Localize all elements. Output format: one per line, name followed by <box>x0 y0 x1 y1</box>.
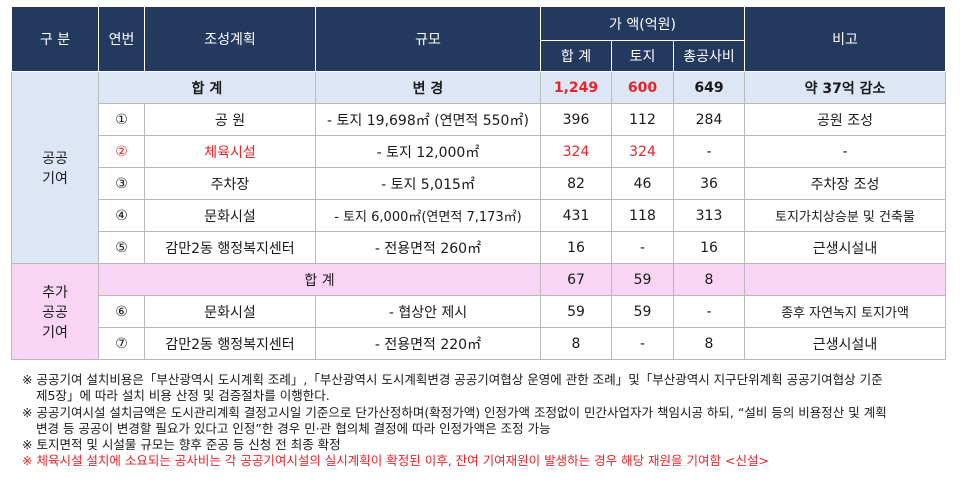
row-plan: 체육시설 <box>144 135 316 168</box>
row-scale: - 전용면적 220㎡ <box>315 327 541 360</box>
section1-total-sum: 1,249 <box>540 71 612 104</box>
section1-total-construction: 649 <box>673 71 745 104</box>
note-1a: ※ 공공기여 설치비용은「부산광역시 도시계획 조례」,「부산광역시 도시계획변… <box>22 372 883 387</box>
table-row: ② 체육시설 - 토지 12,000㎡ 324 324 - - <box>12 135 946 168</box>
table-row: ④ 문화시설 - 토지 6,000㎡(연면적 7,173㎡) 431 118 3… <box>12 199 946 232</box>
section2-total-construction: 8 <box>673 263 745 296</box>
row-no: ⑤ <box>98 231 145 264</box>
header-plan: 조성계획 <box>144 6 316 72</box>
row-scale: - 토지 5,015㎡ <box>315 167 541 200</box>
section1-total-land: 600 <box>611 71 674 104</box>
row-land: 112 <box>611 103 674 136</box>
row-sum: 324 <box>540 135 612 168</box>
row-scale: - 토지 19,698㎡ (연면적 550㎡) <box>315 103 541 136</box>
row-land: 324 <box>611 135 674 168</box>
row-scale: - 협상안 제시 <box>315 295 541 328</box>
header-land: 토지 <box>611 40 674 72</box>
row-plan: 문화시설 <box>144 199 316 232</box>
row-sum: 59 <box>540 295 612 328</box>
section2-total-label: 합 계 <box>98 263 541 296</box>
header-remarks: 비고 <box>744 6 946 72</box>
header-row-1: 구 분 연번 조성계획 규모 가 액(억원) 비고 <box>11 6 946 72</box>
row-plan: 주차장 <box>144 167 316 200</box>
row-remarks: 근생시설내 <box>744 231 946 264</box>
row-sum: 16 <box>540 231 612 264</box>
table-row: ⑦ 감만2동 행정복지센터 - 전용면적 220㎡ 8 - 8 근생시설내 <box>12 327 946 360</box>
row-construction: 284 <box>673 103 745 136</box>
row-remarks: 주차장 조성 <box>744 167 946 200</box>
section1-total-row: 공공 기여 합 계 변 경 1,249 600 649 약 37억 감소 <box>11 71 946 264</box>
section1-total-label: 합 계 <box>98 71 316 104</box>
row-land: 46 <box>611 167 674 200</box>
row-no: ② <box>98 135 145 168</box>
row-land: 118 <box>611 199 674 232</box>
row-sum: 431 <box>540 199 612 232</box>
row-land: 59 <box>611 295 674 328</box>
section2-total-sum: 67 <box>540 263 612 296</box>
row-scale: - 토지 12,000㎡ <box>315 135 541 168</box>
row-remarks: 공원 조성 <box>744 103 946 136</box>
row-construction: 36 <box>673 167 745 200</box>
header-construction: 총공사비 <box>673 40 745 72</box>
row-land: - <box>611 327 674 360</box>
row-scale: - 토지 6,000㎡(연면적 7,173㎡) <box>315 199 541 232</box>
note-3: ※ 토지면적 및 시설물 규모는 향후 준공 등 신청 전 최종 확정 <box>22 437 341 453</box>
row-no: ⑥ <box>98 295 145 328</box>
row-construction: - <box>673 135 745 168</box>
footnotes: ※ 공공기여 설치비용은「부산광역시 도시계획 조례」,「부산광역시 도시계획변… <box>22 372 947 470</box>
row-sum: 396 <box>540 103 612 136</box>
row-sum: 82 <box>540 167 612 200</box>
row-sum: 8 <box>540 327 612 360</box>
row-land: - <box>611 231 674 264</box>
table-row: ① 공 원 - 토지 19,698㎡ (연면적 550㎡) 396 112 28… <box>12 103 946 136</box>
row-plan: 공 원 <box>144 103 316 136</box>
row-plan: 감만2동 행정복지센터 <box>144 231 316 264</box>
header-row-2: 합 계 토지 총공사비 <box>12 40 946 72</box>
table-row: ⑥ 문화시설 - 협상안 제시 59 59 - 종후 자연녹지 토지가액 <box>12 295 946 328</box>
row-construction: 313 <box>673 199 745 232</box>
section2-total-row: 추가 공공 기여 합 계 67 59 8 <box>11 263 946 360</box>
header-amount: 가 액(억원) <box>540 6 745 41</box>
note-2a: ※ 공공기여시설 설치금액은 도시관리계획 결정고시일 기준으로 단가산정하며(… <box>22 404 887 420</box>
row-construction: 8 <box>673 327 745 360</box>
row-scale: - 전용면적 260㎡ <box>315 231 541 264</box>
row-no: ⑦ <box>98 327 145 360</box>
section2-total-land: 59 <box>611 263 674 296</box>
section1-total-remarks: 약 37억 감소 <box>744 71 946 104</box>
row-construction: 16 <box>673 231 745 264</box>
note-2b: 변경 등 공공이 변경할 필요가 있다고 인정”한 경우 민·관 협의체 결정에… <box>36 420 551 436</box>
section1-total-scale: 변 경 <box>315 71 541 104</box>
row-remarks: 종후 자연녹지 토지가액 <box>744 295 946 328</box>
row-remarks: - <box>744 135 946 168</box>
header-scale: 규모 <box>315 6 541 72</box>
table-row: ③ 주차장 - 토지 5,015㎡ 82 46 36 주차장 조성 <box>12 167 946 200</box>
row-plan: 문화시설 <box>144 295 316 328</box>
section2-label: 추가 공공 기여 <box>11 263 99 360</box>
row-remarks: 토지가치상승분 및 건축물 <box>744 199 946 232</box>
section1-label: 공공 기여 <box>11 71 99 264</box>
header-sum: 합 계 <box>540 40 612 72</box>
table-row: ⑤ 감만2동 행정복지센터 - 전용면적 260㎡ 16 - 16 근생시설내 <box>12 231 946 264</box>
row-no: ④ <box>98 199 145 232</box>
note-4: ※ 체육시설 설치에 소요되는 공사비는 각 공공기여시설의 실시계획이 확정된… <box>22 453 769 469</box>
note-1b: 제5장」에 따라 설치 비용 산정 및 검증절차를 이행한다. <box>36 388 330 404</box>
header-gubun: 구 분 <box>11 6 99 72</box>
row-no: ③ <box>98 167 145 200</box>
header-yeonbeon: 연번 <box>98 6 145 72</box>
row-construction: - <box>673 295 745 328</box>
row-remarks: 근생시설내 <box>744 327 946 360</box>
section2-total-remarks <box>744 263 946 296</box>
row-no: ① <box>98 103 145 136</box>
row-plan: 감만2동 행정복지센터 <box>144 327 316 360</box>
public-contribution-table: 구 분 연번 조성계획 규모 가 액(억원) 비고 합 계 토지 총공사비 공공… <box>11 6 946 360</box>
